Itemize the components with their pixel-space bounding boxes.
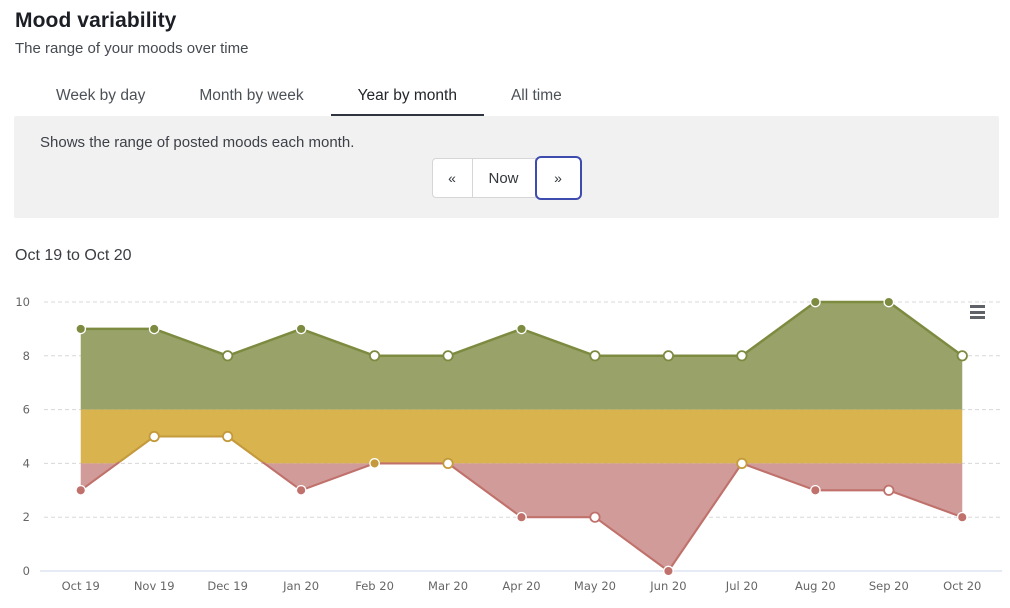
x-axis-tick-label: Dec 19	[207, 579, 248, 593]
min-point-marker[interactable]	[222, 430, 234, 443]
max-point-marker[interactable]	[662, 350, 675, 362]
min-point-marker[interactable]	[75, 484, 87, 496]
x-axis-tick-label: Jan 20	[282, 579, 319, 593]
page-title: Mood variability	[15, 9, 177, 32]
max-point-marker[interactable]	[516, 323, 527, 335]
period-nav-button-group: « Now »	[431, 156, 582, 200]
hamburger-bar	[970, 316, 985, 319]
min-point-marker[interactable]	[589, 511, 601, 523]
min-point-marker[interactable]	[442, 457, 454, 469]
x-axis-tick-label: May 20	[574, 579, 616, 593]
next-period-button[interactable]: »	[534, 156, 582, 200]
x-axis-tick-label: Feb 20	[355, 579, 394, 593]
period-nav: « Now »	[40, 156, 973, 200]
min-point-marker[interactable]	[369, 458, 380, 469]
max-point-marker[interactable]	[883, 296, 895, 308]
x-axis-tick-label: Oct 19	[62, 579, 100, 593]
x-axis-tick-label: Apr 20	[502, 579, 540, 593]
chart-canvas: 0 2 4 6 8 10 Oct 19 Nov 19 Dec 19 Jan 20 Feb 20 Mar…	[15, 295, 1002, 593]
now-button[interactable]: Now	[471, 158, 536, 198]
date-range-label: Oct 19 to Oct 20	[15, 247, 132, 264]
min-point-marker[interactable]	[956, 511, 968, 523]
x-axis-tick-label: Sep 20	[869, 579, 909, 593]
min-point-marker[interactable]	[516, 511, 527, 523]
min-point-marker[interactable]	[295, 484, 307, 496]
max-point-marker[interactable]	[956, 350, 968, 362]
hamburger-menu-icon[interactable]	[969, 304, 986, 320]
min-point-marker[interactable]	[883, 484, 895, 496]
max-point-marker[interactable]	[368, 350, 381, 362]
x-axis-tick-label: Mar 20	[428, 579, 468, 593]
x-axis-tick-label: Nov 19	[134, 579, 175, 593]
page-header: Mood variability The range of your moods…	[0, 0, 1010, 57]
view-tabs: Week by day Month by week Year by month …	[0, 80, 1010, 116]
x-axis-tick-label: Jul 20	[725, 579, 758, 593]
mood-range-area	[80, 409, 963, 464]
hamburger-bar	[970, 305, 985, 308]
page-subtitle: The range of your moods over time	[15, 40, 249, 57]
x-axis-tick-label: Jun 20	[649, 579, 686, 593]
mood-range-chart: 0 2 4 6 8 10 Oct 19 Nov 19 Dec 19 Jan 20 Feb 20 Mar…	[0, 286, 1010, 606]
min-point-marker[interactable]	[736, 457, 748, 469]
min-point-marker[interactable]	[663, 565, 674, 577]
y-axis-tick-label: 6	[23, 403, 30, 417]
x-axis-tick-label: Oct 20	[943, 579, 981, 593]
tab-month-by-week[interactable]: Month by week	[199, 87, 304, 104]
tab-description-panel: Shows the range of posted moods each mon…	[14, 116, 999, 218]
mood-range-area	[80, 463, 963, 571]
y-axis-tick-label: 8	[23, 349, 30, 363]
max-point-marker[interactable]	[736, 350, 748, 362]
min-point-marker[interactable]	[148, 430, 160, 443]
x-axis-tick-label: Aug 20	[795, 579, 836, 593]
max-point-marker[interactable]	[148, 323, 160, 335]
mood-range-area	[80, 302, 963, 410]
panel-description: Shows the range of posted moods each mon…	[40, 134, 355, 151]
hamburger-bar	[970, 310, 985, 314]
tab-week-by-day[interactable]: Week by day	[56, 87, 146, 104]
max-point-marker[interactable]	[589, 350, 601, 362]
max-point-marker[interactable]	[75, 323, 87, 335]
max-point-marker[interactable]	[222, 350, 234, 362]
y-axis-tick-label: 0	[23, 564, 30, 578]
prev-period-button[interactable]: «	[431, 158, 473, 198]
tab-all-time[interactable]: All time	[510, 87, 562, 104]
max-point-marker[interactable]	[809, 296, 821, 308]
y-axis-tick-label: 10	[15, 295, 30, 309]
tab-year-by-month[interactable]: Year by month	[330, 80, 484, 116]
y-axis-tick-label: 4	[23, 456, 30, 470]
max-point-marker[interactable]	[295, 323, 307, 335]
y-axis-tick-label: 2	[23, 510, 30, 524]
min-point-marker[interactable]	[809, 484, 821, 496]
max-point-marker[interactable]	[442, 350, 454, 362]
